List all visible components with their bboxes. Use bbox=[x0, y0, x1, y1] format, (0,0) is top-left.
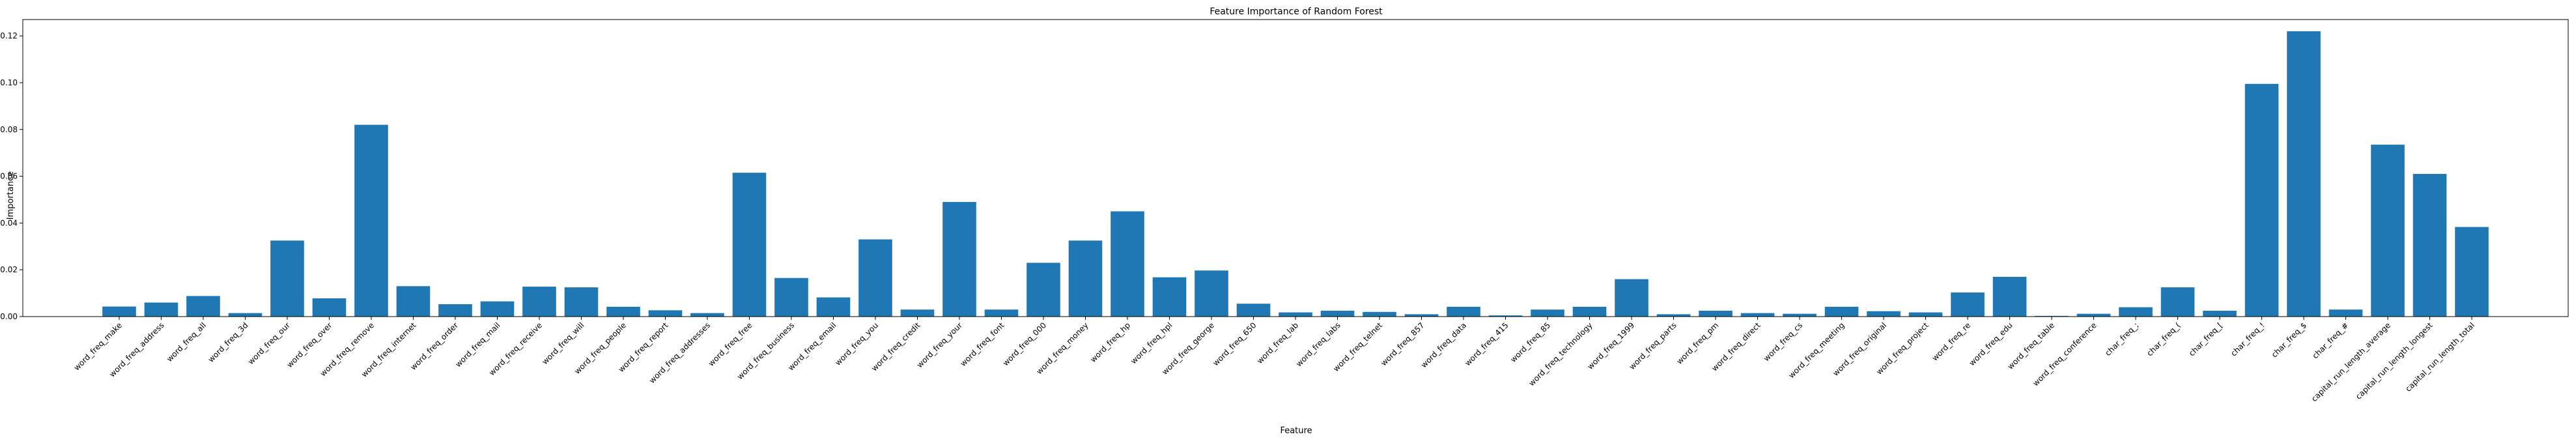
bar bbox=[312, 298, 347, 317]
bar bbox=[606, 306, 640, 317]
bar bbox=[2203, 311, 2237, 317]
bar bbox=[1488, 315, 1523, 317]
bar bbox=[564, 287, 599, 317]
bar bbox=[1699, 311, 1733, 317]
plot-frame bbox=[22, 19, 2569, 317]
bar bbox=[1908, 312, 1943, 317]
y-tick-label: 0.08 bbox=[0, 125, 18, 134]
y-tick-label: 0.12 bbox=[0, 31, 18, 40]
y-axis-title: Importance bbox=[6, 171, 16, 220]
y-tick-label: 0.06 bbox=[0, 172, 18, 181]
bar bbox=[1447, 306, 1480, 317]
bar bbox=[1572, 306, 1607, 317]
chart-title: Feature Importance of Random Forest bbox=[1210, 7, 1383, 17]
bar bbox=[354, 124, 388, 317]
bar bbox=[480, 301, 515, 317]
bar bbox=[2455, 227, 2489, 317]
bar bbox=[1152, 277, 1187, 317]
bar bbox=[1026, 263, 1060, 317]
bar bbox=[2287, 31, 2321, 317]
bar bbox=[858, 239, 892, 317]
bar bbox=[1824, 306, 1859, 317]
bar bbox=[1656, 314, 1691, 317]
bar bbox=[1740, 313, 1775, 317]
bar bbox=[2160, 287, 2195, 317]
bar bbox=[1992, 276, 2027, 317]
bar bbox=[900, 309, 935, 317]
bar bbox=[816, 297, 851, 317]
bar bbox=[186, 296, 220, 317]
bar bbox=[2413, 173, 2447, 317]
bar bbox=[774, 277, 808, 317]
bar bbox=[2035, 315, 2069, 317]
bar bbox=[1236, 304, 1271, 317]
y-tick-label: 0.10 bbox=[0, 78, 18, 87]
bar bbox=[2328, 309, 2363, 317]
bar bbox=[1363, 311, 1396, 317]
bar bbox=[1783, 313, 1817, 317]
bar bbox=[942, 202, 976, 317]
bar bbox=[1615, 279, 1649, 317]
bar bbox=[1111, 211, 1144, 317]
bar bbox=[1195, 270, 1228, 317]
y-tick-label: 0.02 bbox=[0, 265, 18, 274]
bar bbox=[648, 310, 683, 317]
bar bbox=[2119, 307, 2153, 317]
bar bbox=[690, 313, 724, 317]
bar bbox=[228, 313, 262, 317]
y-tick-label: 0.04 bbox=[0, 218, 18, 227]
bar bbox=[984, 309, 1019, 317]
bar bbox=[102, 306, 136, 317]
bar bbox=[522, 287, 556, 317]
bar bbox=[1531, 309, 1564, 317]
bar bbox=[732, 173, 767, 317]
bar bbox=[2371, 145, 2405, 317]
bar bbox=[2076, 313, 2111, 317]
y-tick-label: 0.00 bbox=[0, 312, 18, 321]
y-ticks-group: 0.00 0.02 0.04 0.06 0.08 0.10 0.12 bbox=[0, 31, 23, 321]
bar bbox=[1320, 311, 1355, 317]
bar bbox=[438, 304, 472, 317]
bar bbox=[1951, 292, 1985, 317]
bars-group bbox=[102, 31, 2489, 317]
bar bbox=[1279, 312, 1312, 317]
bar bbox=[1404, 314, 1439, 317]
bar bbox=[1068, 240, 1103, 317]
bar bbox=[1867, 311, 1901, 317]
bar bbox=[144, 302, 178, 317]
x-axis-title: Feature bbox=[1280, 426, 1312, 436]
bar bbox=[2244, 83, 2279, 317]
bar bbox=[270, 240, 304, 317]
bar bbox=[396, 286, 431, 317]
